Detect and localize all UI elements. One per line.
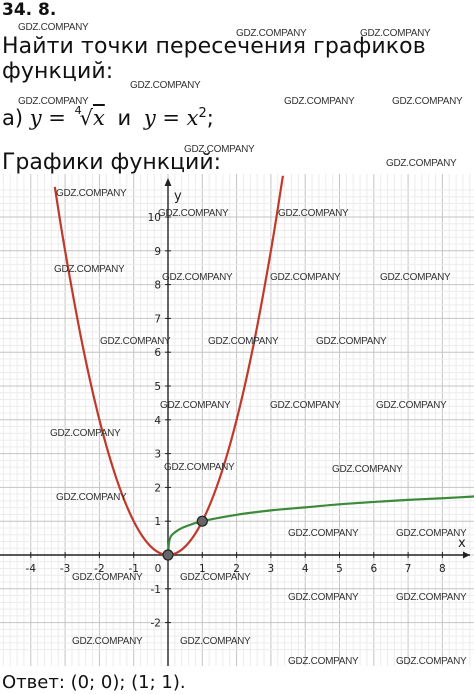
- watermark: GDZ.COMPANY: [162, 272, 233, 283]
- y-tick-label: 10: [148, 212, 161, 224]
- y-tick-label: 8: [154, 280, 161, 292]
- watermark: GDZ.COMPANY: [236, 28, 307, 39]
- watermark: GDZ.COMPANY: [18, 22, 89, 33]
- watermark: GDZ.COMPANY: [56, 188, 127, 199]
- watermark: GDZ.COMPANY: [56, 492, 127, 503]
- watermark: GDZ.COMPANY: [396, 656, 467, 667]
- x-tick-label: -3: [60, 563, 70, 575]
- graphs-heading: Графики функций:: [2, 150, 222, 175]
- y-tick-label: 9: [154, 246, 161, 258]
- watermark: GDZ.COMPANY: [18, 96, 89, 107]
- x-tick-label: 3: [268, 563, 275, 575]
- watermark: GDZ.COMPANY: [376, 400, 447, 411]
- exponent: 2: [198, 106, 207, 121]
- watermark: GDZ.COMPANY: [380, 272, 451, 283]
- y-tick-label: 3: [154, 449, 161, 461]
- watermark: GDZ.COMPANY: [270, 272, 341, 283]
- watermark: GDZ.COMPANY: [160, 400, 231, 411]
- watermark: GDZ.COMPANY: [158, 208, 229, 219]
- y-tick-label: 4: [154, 415, 161, 427]
- x-axis-arrow: [463, 551, 470, 559]
- watermark: GDZ.COMPANY: [54, 264, 125, 275]
- fourth-root-curve: [166, 495, 474, 556]
- y-axis-arrow: [164, 178, 172, 186]
- y-tick-label: 6: [154, 347, 161, 359]
- watermark: GDZ.COMPANY: [72, 636, 143, 647]
- watermark: GDZ.COMPANY: [288, 528, 359, 539]
- y-tick-label: 7: [154, 313, 161, 325]
- conjunction: и: [117, 106, 132, 130]
- intersection-point: [196, 515, 208, 527]
- watermark: GDZ.COMPANY: [360, 28, 431, 39]
- intersection-point: [162, 549, 174, 561]
- x-axis-label: x: [458, 536, 466, 551]
- watermark: GDZ.COMPANY: [184, 144, 255, 155]
- x-tick-label: 5: [336, 563, 343, 575]
- watermark: GDZ.COMPANY: [180, 636, 251, 647]
- y-tick-label: 1: [154, 516, 161, 528]
- x-tick-label: -2: [94, 563, 104, 575]
- x-tick-label: 6: [370, 563, 377, 575]
- watermark: GDZ.COMPANY: [50, 428, 121, 439]
- y-tick-label: -1: [151, 584, 161, 596]
- function-graph: x y -4 -3 -2 -1 0 1 2 3 4 5 6 7 8 -2 -1 1 2 3 4 5 6 7 8 9 10: [0, 174, 474, 666]
- y-axis-label: y: [174, 189, 182, 204]
- watermark: GDZ.COMPANY: [386, 158, 457, 169]
- watermark: GDZ.COMPANY: [180, 572, 251, 583]
- x-tick-label: 8: [439, 563, 446, 575]
- watermark: GDZ.COMPANY: [100, 336, 171, 347]
- watermark: GDZ.COMPANY: [164, 462, 235, 473]
- watermark: GDZ.COMPANY: [288, 592, 359, 603]
- x-tick-label: 1: [199, 563, 206, 575]
- radical-sign: √: [79, 106, 93, 130]
- answer: Ответ: (0; 0); (1; 1).: [2, 672, 186, 693]
- watermark: GDZ.COMPANY: [316, 336, 387, 347]
- x-tick-label: -4: [26, 563, 37, 575]
- equation-y2: y = x: [143, 106, 199, 130]
- equation-y1: y =: [29, 106, 73, 130]
- y-tick-label: -2: [151, 618, 161, 630]
- subtask-label: а): [2, 106, 24, 130]
- watermark: GDZ.COMPANY: [130, 80, 201, 91]
- watermark: GDZ.COMPANY: [288, 656, 359, 667]
- x-tick-label: -1: [128, 563, 138, 575]
- radicand: x: [92, 106, 105, 130]
- root-index: 4: [74, 104, 82, 117]
- problem-number: 34. 8.: [2, 0, 57, 20]
- task-text: Найти точки пересечения графиков функций…: [2, 34, 426, 84]
- x-tick-label: 0: [155, 563, 162, 575]
- subtask-equation: а) y = 4√x и y = x2;: [2, 104, 214, 130]
- watermark: GDZ.COMPANY: [278, 208, 349, 219]
- watermark: GDZ.COMPANY: [208, 336, 279, 347]
- x-tick-label: 7: [405, 563, 412, 575]
- watermark: GDZ.COMPANY: [270, 400, 341, 411]
- y-tick-label: 5: [154, 381, 161, 393]
- watermark: GDZ.COMPANY: [392, 96, 463, 107]
- watermark: GDZ.COMPANY: [396, 528, 467, 539]
- equation-end: ;: [206, 106, 214, 130]
- y-tick-label: 2: [154, 482, 161, 494]
- x-tick-label: 2: [233, 563, 240, 575]
- watermark: GDZ.COMPANY: [284, 96, 355, 107]
- watermark: GDZ.COMPANY: [332, 464, 403, 475]
- x-tick-label: 4: [302, 563, 309, 575]
- watermark: GDZ.COMPANY: [72, 572, 143, 583]
- watermark: GDZ.COMPANY: [396, 592, 467, 603]
